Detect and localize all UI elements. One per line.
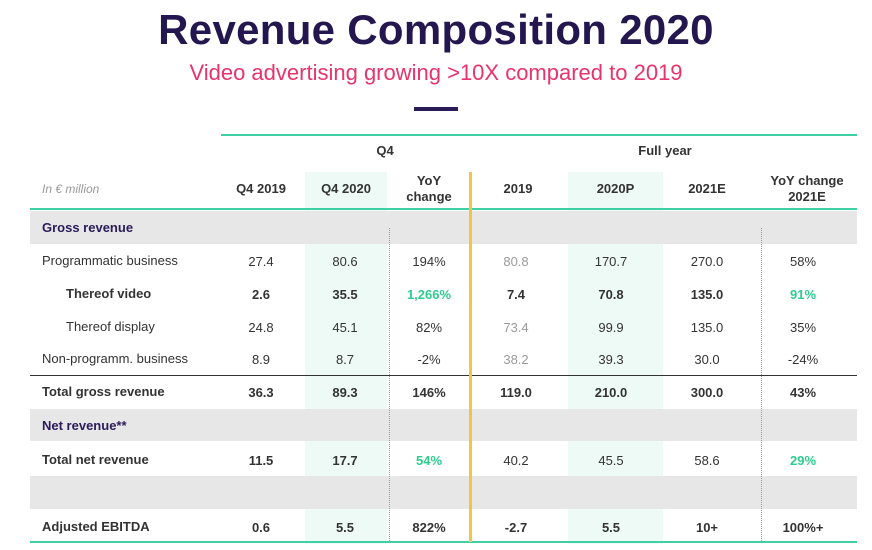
column-header-q4-2020: Q4 2020	[321, 181, 371, 196]
separator-q4	[389, 228, 390, 543]
cell-total-net-2019: 40.2	[503, 453, 529, 468]
column-header-yoy-2021e: YoY change 2021E	[762, 172, 852, 206]
row-label-display: Thereof display	[66, 319, 155, 334]
cell-ebitda-2021e: 10+	[695, 520, 719, 535]
group-header-q4: Q4	[376, 143, 394, 158]
cell-display-2019: 73.4	[503, 320, 529, 335]
column-header-q4-2019: Q4 2019	[236, 181, 286, 196]
cell-video-q4-2019: 2.6	[251, 287, 271, 302]
cell-total-gross-q4-2019: 36.3	[248, 385, 274, 400]
cell-total-gross-2020p: 210.0	[594, 385, 628, 400]
row-label-ebitda: Adjusted EBITDA	[42, 519, 150, 534]
cell-ebitda-2020p: 5.5	[601, 520, 621, 535]
yoy-change-line1: YoY	[416, 173, 442, 188]
cell-programmatic-yoy-2021e: 58%	[789, 254, 817, 269]
cell-total-net-2020p: 45.5	[598, 453, 624, 468]
cell-video-yoy: 1,266%	[406, 287, 452, 302]
cell-ebitda-q4-2020: 5.5	[335, 520, 355, 535]
cell-nonprog-q4-2020: 8.7	[335, 352, 355, 367]
title-divider	[414, 107, 458, 111]
cell-display-2021e: 135.0	[690, 320, 724, 335]
yoy-2021e-line2: 2021E	[788, 189, 826, 204]
row-label-total-net: Total net revenue	[42, 452, 149, 467]
row-label-total-gross: Total gross revenue	[42, 384, 165, 399]
cell-total-net-q4-2019: 11.5	[248, 453, 274, 468]
cell-ebitda-yoy-2021e: 100%+	[782, 520, 824, 535]
total-gross-top-line	[30, 375, 857, 376]
cell-ebitda-q4-2019: 0.6	[251, 520, 271, 535]
section-label-net: Net revenue**	[42, 418, 127, 433]
yoy-change-line2: change	[406, 189, 452, 204]
q4-fullyear-divider	[469, 172, 472, 542]
cell-total-gross-2021e: 300.0	[690, 385, 724, 400]
cell-display-q4-2020: 45.1	[332, 320, 358, 335]
cell-display-2020p: 99.9	[598, 320, 624, 335]
header-bottom-line	[30, 208, 857, 210]
cell-nonprog-q4-2019: 8.9	[251, 352, 271, 367]
column-header-2020p: 2020P	[596, 181, 635, 196]
cell-programmatic-q4-2019: 27.4	[248, 254, 274, 269]
table-bottom-line	[30, 541, 857, 543]
cell-video-2019: 7.4	[506, 287, 526, 302]
cell-nonprog-2019: 38.2	[503, 352, 529, 367]
cell-total-net-yoy: 54%	[415, 453, 443, 468]
row-label-nonprog: Non-programm. business	[42, 351, 188, 366]
cell-programmatic-2020p: 170.7	[594, 254, 628, 269]
row-label-programmatic: Programmatic business	[42, 253, 178, 268]
page-subtitle: Video advertising growing >10X compared …	[189, 60, 683, 85]
group-header-full-year: Full year	[638, 143, 692, 158]
cell-video-2021e: 135.0	[690, 287, 724, 302]
unit-label: In € million	[42, 182, 100, 196]
cell-total-gross-q4-2020: 89.3	[332, 385, 358, 400]
cell-programmatic-q4-2020: 80.6	[332, 254, 358, 269]
cell-total-gross-yoy: 146%	[412, 385, 446, 400]
cell-display-yoy: 82%	[415, 320, 443, 335]
section-row-net	[30, 409, 857, 441]
cell-programmatic-2021e: 270.0	[690, 254, 724, 269]
cell-ebitda-2019: -2.7	[504, 520, 528, 535]
cell-nonprog-2021e: 30.0	[694, 352, 720, 367]
cell-total-net-2021e: 58.6	[694, 453, 720, 468]
section-row-gross	[30, 211, 857, 244]
table-top-line	[221, 134, 857, 136]
cell-video-yoy-2021e: 91%	[789, 287, 817, 302]
cell-total-gross-yoy-2021e: 43%	[789, 385, 817, 400]
cell-programmatic-yoy: 194%	[412, 254, 446, 269]
separator-fy	[761, 228, 762, 543]
cell-total-gross-2019: 119.0	[500, 385, 532, 400]
cell-total-net-q4-2020: 17.7	[332, 453, 358, 468]
cell-nonprog-yoy-2021e: -24%	[787, 352, 819, 367]
spacer-row	[30, 476, 857, 509]
column-header-yoy-change: YoY change	[389, 172, 469, 206]
cell-video-2020p: 70.8	[598, 287, 624, 302]
cell-programmatic-2019: 80.8	[503, 254, 529, 269]
cell-display-q4-2019: 24.8	[248, 320, 274, 335]
cell-display-yoy-2021e: 35%	[789, 320, 817, 335]
column-header-2019: 2019	[503, 181, 533, 196]
yoy-2021e-line1: YoY change	[770, 173, 844, 188]
cell-nonprog-2020p: 39.3	[598, 352, 624, 367]
cell-total-net-yoy-2021e: 29%	[789, 453, 817, 468]
row-label-video: Thereof video	[66, 286, 152, 301]
page-title: Revenue Composition 2020	[158, 6, 714, 53]
section-label-gross: Gross revenue	[42, 220, 134, 235]
column-header-2021e: 2021E	[688, 181, 726, 196]
cell-video-q4-2020: 35.5	[332, 287, 358, 302]
cell-ebitda-yoy: 822%	[412, 520, 446, 535]
cell-nonprog-yoy: -2%	[417, 352, 441, 367]
